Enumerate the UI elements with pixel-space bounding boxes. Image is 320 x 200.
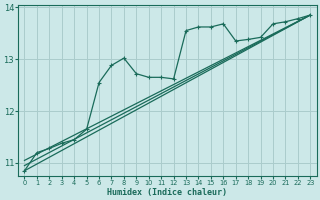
X-axis label: Humidex (Indice chaleur): Humidex (Indice chaleur) (108, 188, 228, 197)
